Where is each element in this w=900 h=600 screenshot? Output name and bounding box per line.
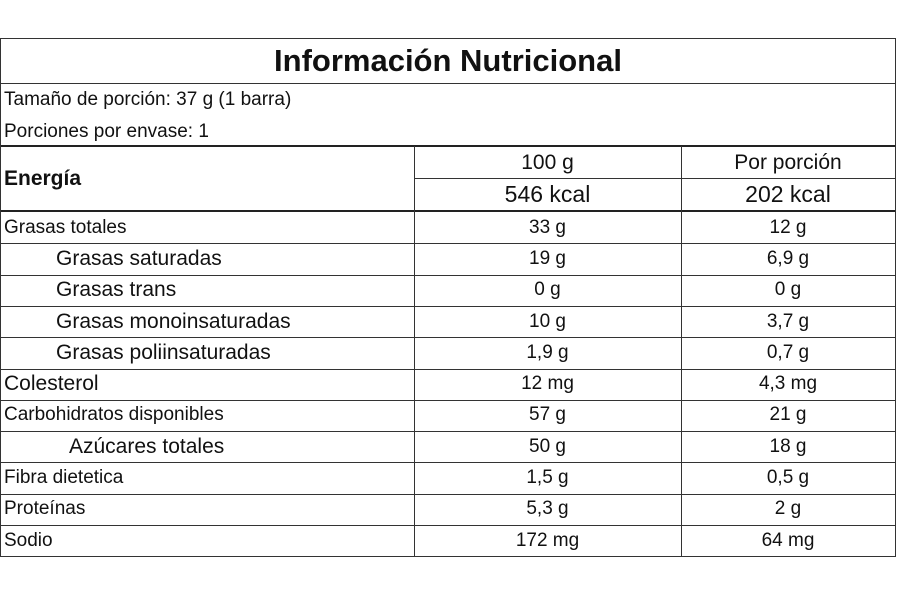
value-100g: 0 g	[534, 279, 561, 301]
divider	[1, 368, 895, 370]
nutrient-name: Azúcares totales	[69, 434, 225, 458]
value-100g: 57 g	[529, 404, 566, 426]
value-100g: 12 mg	[521, 373, 574, 395]
divider	[1, 431, 895, 433]
nutrient-name: Carbohidratos disponibles	[4, 404, 224, 426]
nutrient-name: Grasas monoinsaturadas	[56, 309, 291, 333]
divider	[1, 493, 895, 495]
column-divider	[681, 146, 682, 556]
divider	[1, 525, 895, 526]
divider	[1, 274, 895, 276]
servings-per-container: Porciones por envase: 1	[4, 120, 209, 142]
nutrient-name: Fibra dietetica	[4, 467, 124, 489]
divider	[1, 337, 895, 339]
value-portion: 0,7 g	[766, 341, 810, 363]
divider	[1, 305, 895, 307]
value-portion: 2 g	[774, 498, 802, 520]
value-portion: 18 g	[769, 435, 807, 457]
value-portion: 21 g	[769, 404, 807, 426]
value-portion: 12 g	[769, 216, 807, 238]
divider	[1, 145, 895, 147]
energy-value: 202 kcal	[745, 181, 831, 207]
divider	[1, 399, 895, 401]
divider	[414, 178, 895, 179]
value-portion: 0,5 g	[766, 467, 810, 489]
value-portion: 6,9 g	[766, 247, 810, 269]
column-divider	[414, 146, 415, 556]
divider	[1, 243, 895, 245]
value-100g: 1,5 g	[526, 467, 569, 489]
value-100g: 172 mg	[515, 529, 580, 551]
value-portion: 4,3 mg	[758, 373, 818, 395]
divider	[1, 462, 895, 464]
divider	[1, 83, 895, 84]
nutrient-name: Grasas poliinsaturadas	[56, 340, 271, 364]
serving-size: Tamaño de porción: 37 g (1 barra)	[4, 88, 292, 110]
nutrient-name: Colesterol	[4, 372, 99, 396]
value-100g: 1,9 g	[526, 341, 569, 363]
value-portion: 64 mg	[761, 529, 815, 551]
value-portion: 3,7 g	[766, 310, 810, 332]
energy-value: 546 kcal	[504, 181, 591, 207]
value-100g: 10 g	[529, 310, 566, 332]
title: Información Nutricional	[274, 43, 622, 78]
value-100g: 19 g	[529, 247, 566, 269]
divider	[1, 210, 895, 212]
energy-label: Energía	[4, 167, 82, 190]
value-portion: 0 g	[774, 279, 802, 301]
nutrient-name: Proteínas	[4, 498, 86, 520]
nutrition-table: Información Nutricional Tamaño de porción…	[0, 38, 896, 557]
value-100g: 50 g	[529, 435, 566, 457]
nutrient-name: Sodio	[4, 529, 53, 551]
nutrient-name: Grasas trans	[56, 278, 177, 302]
nutrient-name: Grasas totales	[4, 216, 127, 238]
value-100g: 33 g	[529, 216, 566, 238]
value-100g: 5,3 g	[526, 498, 569, 520]
column-header: Por porción	[734, 150, 842, 174]
column-header: 100 g	[521, 150, 574, 174]
nutrient-name: Grasas saturadas	[56, 246, 222, 270]
